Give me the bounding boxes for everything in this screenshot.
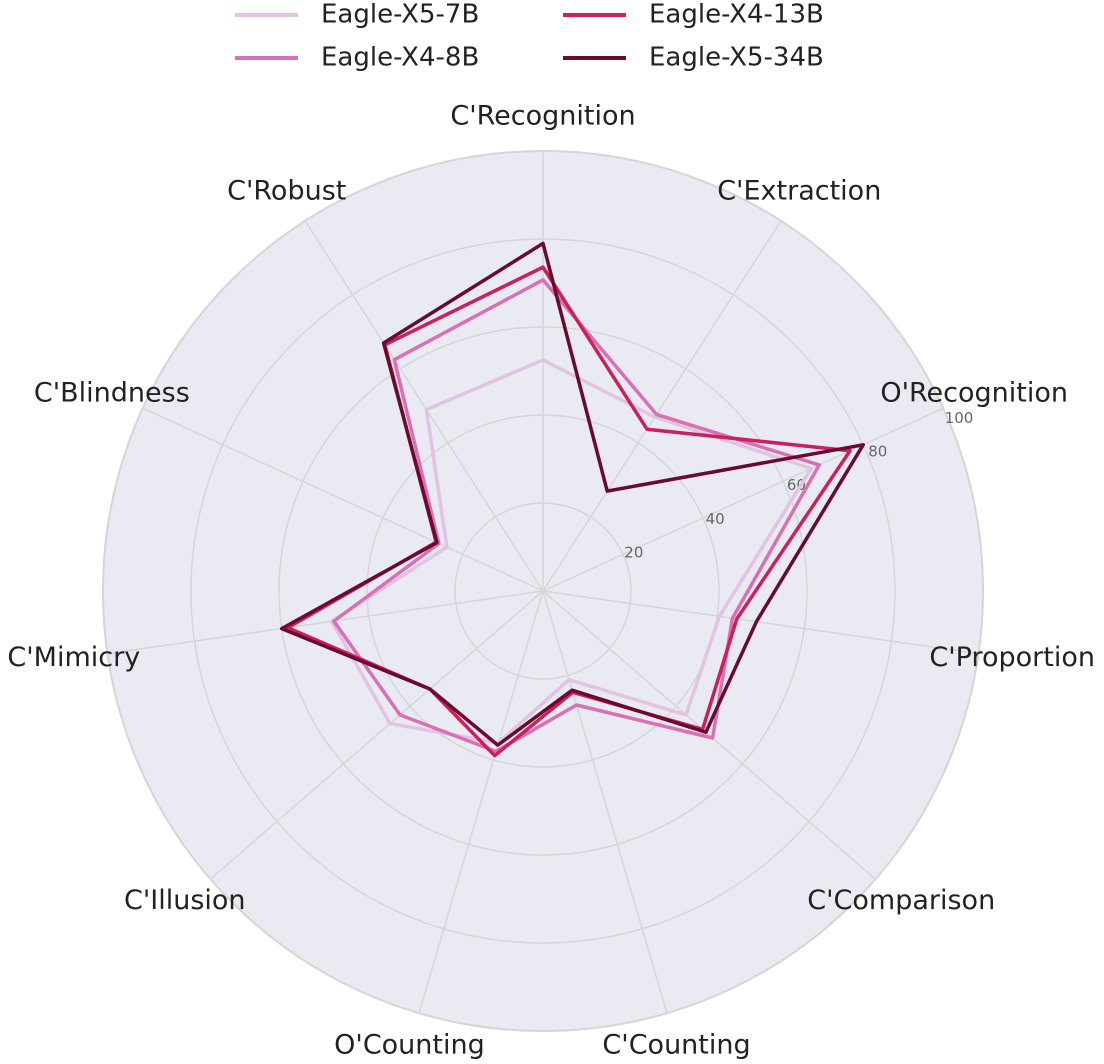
legend-label: Eagle-X5-7B xyxy=(321,0,479,30)
category-label: C'Extraction xyxy=(717,176,881,207)
spoke xyxy=(542,220,782,592)
category-label: C'Comparison xyxy=(807,885,995,916)
category-label: C'Robust xyxy=(227,176,346,207)
category-label: C'Illusion xyxy=(124,885,246,916)
spoke xyxy=(107,590,544,655)
legend-label: Eagle-X4-8B xyxy=(321,43,479,73)
category-label: O'Counting xyxy=(334,1029,485,1060)
category-label: C'Proportion xyxy=(929,642,1095,673)
spoke xyxy=(142,407,544,592)
r-tick-label: 40 xyxy=(706,510,725,528)
category-label: O'Recognition xyxy=(880,378,1068,409)
r-tick-label: 100 xyxy=(945,409,974,427)
legend-label: Eagle-X5-34B xyxy=(649,43,824,73)
r-tick-label: 80 xyxy=(868,442,887,460)
category-label: C'Counting xyxy=(602,1029,750,1060)
spoke xyxy=(542,407,944,592)
spoke xyxy=(542,590,877,880)
r-tick-label: 20 xyxy=(624,544,643,562)
spoke xyxy=(209,590,544,880)
series-line xyxy=(279,241,865,747)
spoke xyxy=(542,590,668,1014)
spoke xyxy=(542,590,979,655)
legend-label: Eagle-X4-13B xyxy=(649,0,824,30)
category-label: C'Mimicry xyxy=(7,642,140,673)
category-label: C'Blindness xyxy=(34,378,190,409)
category-label: C'Recognition xyxy=(450,101,635,132)
spoke xyxy=(418,590,544,1014)
spoke xyxy=(304,220,544,592)
r-tick-label: 60 xyxy=(787,476,806,494)
